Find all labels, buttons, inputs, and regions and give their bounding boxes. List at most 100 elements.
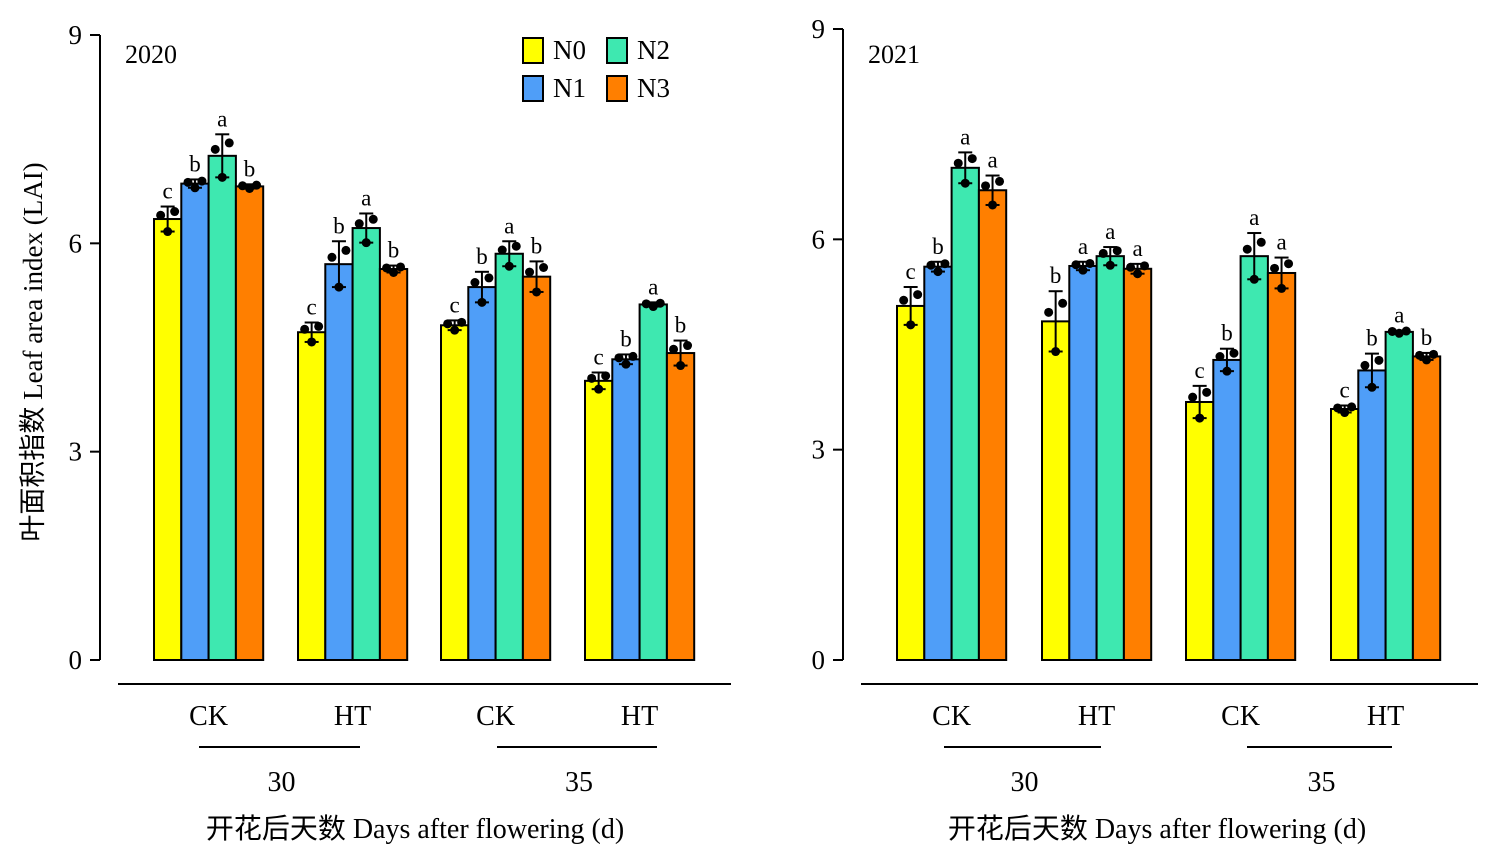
significance-letter: b xyxy=(531,233,543,258)
significance-letter: b xyxy=(244,156,256,181)
legend: N0 N2 N1 N3 xyxy=(522,35,670,103)
bar xyxy=(440,324,470,661)
significance-letter: c xyxy=(307,295,317,320)
data-point xyxy=(511,241,521,251)
data-point xyxy=(1188,392,1198,402)
bar xyxy=(584,379,614,661)
data-point xyxy=(354,219,364,229)
bar xyxy=(207,154,237,661)
y-tick-label: 3 xyxy=(812,435,826,465)
data-point xyxy=(389,268,399,277)
data-point xyxy=(1044,307,1054,317)
data-point xyxy=(655,298,665,308)
significance-letter: b xyxy=(1421,325,1433,350)
category-label: HT xyxy=(334,701,371,732)
data-point xyxy=(1387,326,1397,336)
significance-letter: b xyxy=(388,238,400,263)
data-point xyxy=(170,207,180,217)
significance-letter: a xyxy=(361,185,371,210)
data-point xyxy=(163,227,173,237)
bar xyxy=(923,265,953,661)
category-label: HT xyxy=(1078,701,1115,732)
data-point xyxy=(183,177,193,187)
data-point xyxy=(1284,259,1294,269)
data-point xyxy=(477,297,487,307)
bar xyxy=(494,252,524,661)
significance-letter: b xyxy=(932,234,944,259)
data-point xyxy=(1394,328,1404,338)
bar xyxy=(1239,255,1269,661)
data-point xyxy=(1429,349,1439,359)
significance-letter: c xyxy=(594,345,604,370)
bar xyxy=(977,189,1008,661)
y-axis-label: 叶面积指数 Leaf area index (LAI) xyxy=(18,162,48,541)
significance-letter: b xyxy=(1050,263,1062,288)
data-point xyxy=(899,295,909,305)
data-point xyxy=(238,181,248,191)
y-tick-label: 6 xyxy=(69,228,83,258)
legend-swatch-n0 xyxy=(522,37,544,64)
legend-label-n1: N1 xyxy=(553,73,586,103)
data-point xyxy=(504,261,514,271)
significance-letter: a xyxy=(217,106,227,131)
bar xyxy=(950,166,980,661)
data-point xyxy=(926,260,936,270)
x-axis-label: 开花后天数 Days after flowering (d) xyxy=(206,813,624,845)
category-label: CK xyxy=(476,701,515,732)
data-point xyxy=(156,210,166,220)
significance-letter: c xyxy=(1340,377,1350,402)
data-point xyxy=(457,317,467,327)
category-label: HT xyxy=(1367,701,1404,732)
category-label: CK xyxy=(1221,701,1260,732)
data-point xyxy=(1126,262,1136,272)
bar xyxy=(467,286,497,661)
data-point xyxy=(1133,269,1143,279)
data-point xyxy=(300,324,310,334)
bar xyxy=(378,268,409,661)
legend-swatch-n2 xyxy=(606,37,628,64)
bar xyxy=(1357,369,1387,661)
data-point xyxy=(217,172,227,182)
data-point xyxy=(224,138,234,148)
data-point xyxy=(334,282,344,292)
bar xyxy=(1068,264,1098,661)
bar xyxy=(351,227,381,662)
bar xyxy=(1122,267,1153,661)
bar xyxy=(665,352,696,661)
y-tick-label: 0 xyxy=(69,645,83,675)
data-point xyxy=(1202,387,1212,397)
data-point xyxy=(1085,258,1095,268)
data-point xyxy=(1249,274,1259,284)
data-point xyxy=(252,180,262,190)
data-point xyxy=(1195,413,1205,423)
data-point xyxy=(1277,283,1287,293)
category-label: CK xyxy=(932,701,971,732)
significance-letter: a xyxy=(1132,236,1142,261)
significance-letter: a xyxy=(1276,230,1286,255)
data-point xyxy=(1071,260,1081,270)
bar xyxy=(297,331,327,661)
data-point xyxy=(361,238,371,248)
data-point xyxy=(1229,348,1239,358)
category-label: CK xyxy=(189,701,228,732)
data-point xyxy=(1270,263,1280,273)
data-point xyxy=(1360,360,1370,370)
day-label: 35 xyxy=(1308,767,1336,798)
bar xyxy=(896,304,926,661)
data-point xyxy=(1333,403,1343,413)
data-point xyxy=(1105,260,1115,270)
data-point xyxy=(953,158,963,168)
data-point xyxy=(621,359,631,369)
bar xyxy=(1266,271,1297,661)
bar xyxy=(1212,358,1242,661)
data-point xyxy=(396,262,406,272)
legend-swatch-n3 xyxy=(606,75,628,102)
significance-letter: a xyxy=(648,274,658,299)
significance-letter: c xyxy=(1195,358,1205,383)
y-tick-label: 6 xyxy=(812,224,826,254)
data-point xyxy=(443,319,453,329)
significance-letter: a xyxy=(1078,234,1088,259)
bar xyxy=(1041,320,1071,661)
data-point xyxy=(327,252,337,262)
